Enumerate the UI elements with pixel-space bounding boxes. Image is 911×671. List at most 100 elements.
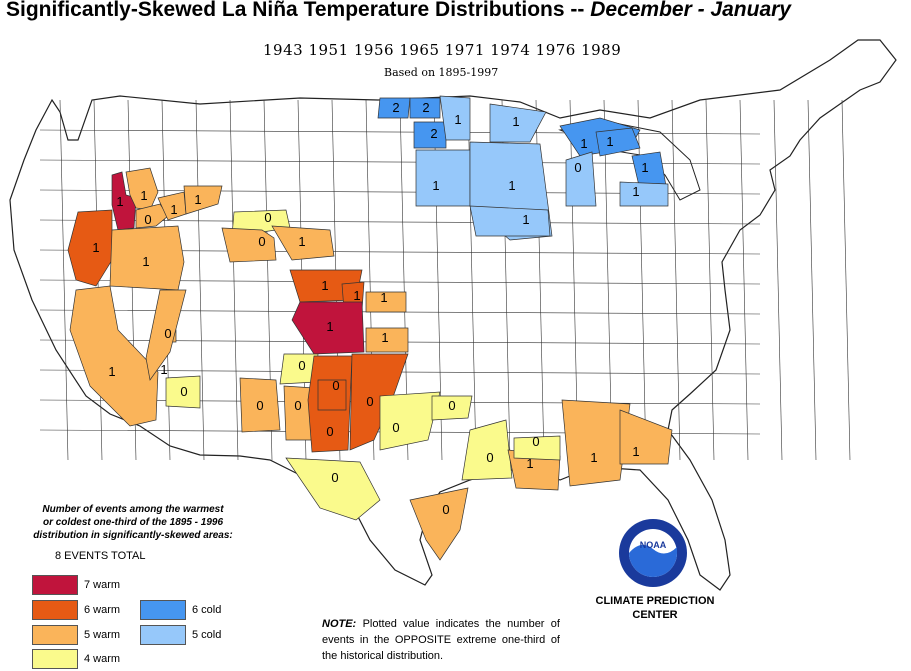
region-iowa-north [469,205,551,237]
region-texas-north-b [431,395,473,421]
region-eastern-oregon [67,209,113,287]
region-value-montana-east-b: 1 [194,192,201,207]
region-value-northern-idaho: 1 [116,194,123,209]
region-value-new-mexico-north: 0 [298,358,305,373]
region-value-south-dakota-east: 1 [432,178,439,193]
region-value-north-dakota-c: 2 [430,126,437,141]
noaa-logo-text: NOAA [640,540,667,550]
region-northern-idaho [111,171,137,231]
agency-line-2: CENTER [632,609,678,621]
region-value-texas-north-b: 0 [448,398,455,413]
region-value-minnesota-northeast: 1 [512,114,519,129]
legend-label-6-warm: 6 warm [84,604,121,616]
region-value-montana-east-a: 1 [170,202,177,217]
legend-swatch-5-warm [32,625,78,645]
region-value-minnesota-central: 1 [508,178,515,193]
region-value-mississippi: 0 [532,434,539,449]
region-wyoming-east [271,225,335,261]
region-value-michigan-up-b: 1 [606,134,613,149]
region-texas-north [379,391,441,451]
event-years: 1943 1951 1956 1965 1971 1974 1976 1989 [263,41,622,59]
region-georgia [619,409,673,465]
region-wyoming-center [221,227,277,263]
region-value-texas-west: 0 [331,470,338,485]
region-value-georgia: 1 [632,444,639,459]
legend-label-5-cold: 5 cold [192,629,222,641]
region-value-texas-north: 0 [392,420,399,435]
legend-item-6-warm: 6 warm [32,600,120,620]
legend-swatch-6-cold [140,600,186,620]
region-value-new-mexico-central: 0 [294,398,301,413]
region-value-southern-idaho: 1 [142,254,149,269]
legend-item-5-cold: 5 cold [140,625,221,645]
region-value-louisiana-south: 1 [526,456,533,471]
region-value-california: 1 [108,364,115,379]
region-minnesota-north [439,95,471,141]
region-texas-west [285,457,381,521]
region-montana-central [135,203,169,229]
legend-item-5-warm: 5 warm [32,625,120,645]
legend-caption-line-2: or coldest one-third of the 1895 - 1996 [42,517,224,528]
note-lead: NOTE: [322,618,357,630]
legend-swatch-7-warm [32,575,78,595]
region-south-dakota-east [415,149,471,207]
region-value-north-dakota-a: 2 [392,100,399,115]
region-california [69,285,159,427]
legend-label-5-warm: 5 warm [84,629,121,641]
legend-caption-line-3: distribution in significantly-skewed are… [33,530,233,541]
region-value-oklahoma-panhandle: 1 [381,330,388,345]
region-value-texas-coast: 0 [442,502,449,517]
region-value-michigan-lower: 1 [641,160,648,175]
region-value-iowa-north: 1 [522,212,529,227]
region-kansas-west [365,291,407,313]
legend-swatch-4-warm [32,649,78,669]
legend-caption: Number of events among the warmest or co… [4,503,262,542]
region-alabama [561,399,631,487]
legend-item-7-warm: 7 warm [32,575,120,595]
region-value-wyoming-east: 1 [298,234,305,249]
legend-swatch-5-cold [140,625,186,645]
region-michigan-lower-b [619,181,669,207]
colored-regions [67,95,673,561]
title-main: Significantly-Skewed La Niña Temperature… [6,0,585,21]
legend-label-6-cold: 6 cold [192,604,222,616]
legend-caption-line-1: Number of events among the warmest [42,504,224,515]
region-mississippi [513,435,561,461]
region-arizona-south [165,375,201,409]
region-value-louisiana-north: 0 [486,450,493,465]
title-period: December - January [590,0,791,21]
region-value-new-mexico-west: 0 [256,398,263,413]
legend-label-7-warm: 7 warm [84,579,121,591]
region-value-michigan-lower-b: 1 [632,184,639,199]
agency-name: CLIMATE PREDICTION CENTER [580,594,730,622]
events-total: 8 EVENTS TOTAL [55,550,146,562]
region-arizona-west [145,289,187,381]
agency-line-1: CLIMATE PREDICTION [595,595,715,607]
note: NOTE: Plotted value indicates the number… [322,616,560,664]
region-new-mexico-west [239,377,281,433]
region-value-wyoming-north: 0 [264,210,271,225]
region-value-minnesota-north: 1 [454,112,461,127]
map-title: Significantly-Skewed La Niña Temperature… [6,0,911,22]
region-value-colorado-south: 1 [326,319,333,334]
region-minnesota-northeast [489,103,547,143]
region-oklahoma-panhandle [365,327,409,353]
region-value-wyoming-center: 0 [258,234,265,249]
note-text: Plotted value indicates the number of ev… [322,618,560,662]
region-michigan-up-b [595,127,641,157]
base-period: Based on 1895-1997 [384,66,499,79]
region-wisconsin [565,151,597,207]
region-value-alabama: 1 [590,450,597,465]
region-value-arizona-south: 0 [180,384,187,399]
region-value-north-dakota-b: 2 [422,100,429,115]
region-value-new-mexico-east-a: 0 [326,424,333,439]
region-north-dakota-c [413,121,447,149]
region-value-arizona-west: 1 [160,362,167,377]
region-southern-idaho [109,225,185,291]
region-value-wisconsin: 0 [574,160,581,175]
region-value-michigan-up: 1 [580,136,587,151]
noaa-logo-icon: NOAA [619,519,687,587]
region-north-dakota-a [377,97,411,119]
legend-item-6-cold: 6 cold [140,600,221,620]
